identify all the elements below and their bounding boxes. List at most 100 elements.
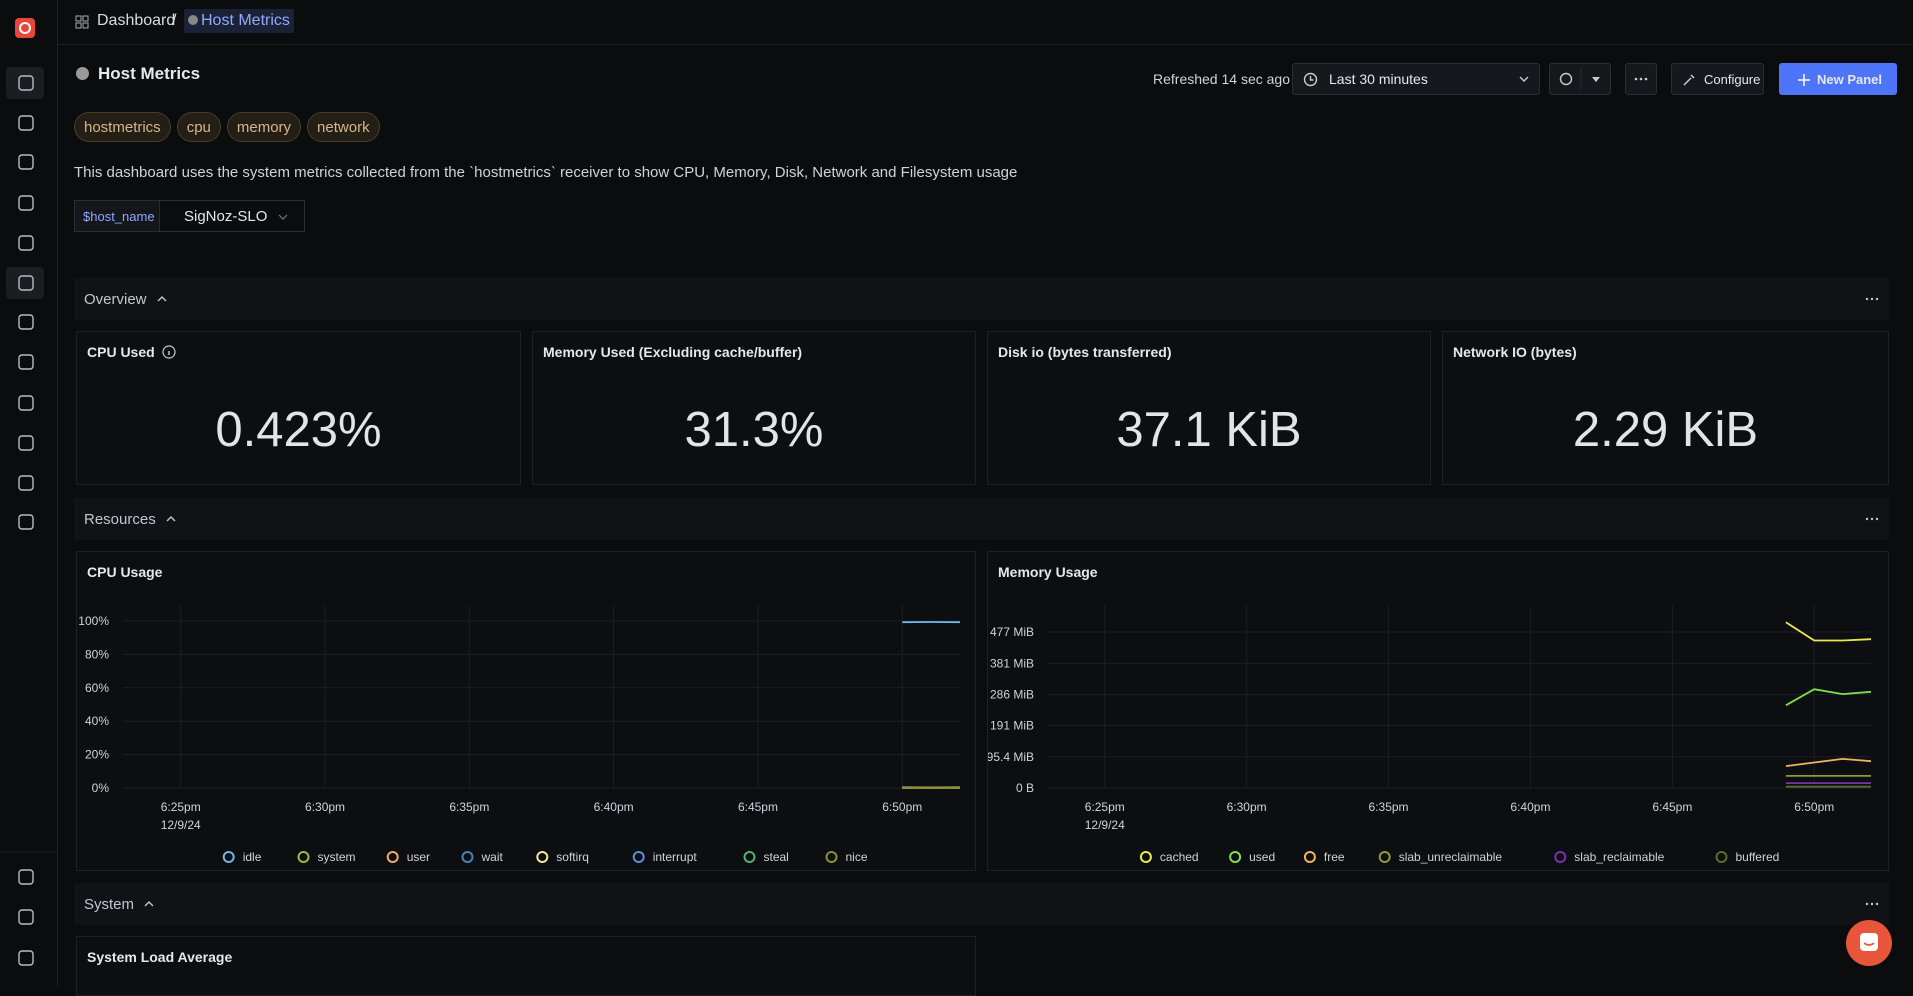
dot <box>1876 298 1878 300</box>
chat-launcher[interactable] <box>1846 920 1892 966</box>
nav-icon[interactable] <box>19 951 33 965</box>
series-line <box>1786 622 1871 640</box>
panel-title: System Load Average <box>87 949 232 965</box>
dots-icon <box>1633 77 1649 81</box>
section-menu[interactable] <box>1865 517 1879 521</box>
tag: network <box>307 112 380 142</box>
time-range-select[interactable]: Last 30 minutes <box>1292 63 1540 95</box>
tag: hostmetrics <box>74 112 171 142</box>
legend-label[interactable]: system <box>318 850 356 864</box>
nav-icon[interactable] <box>19 355 33 369</box>
new-panel-button[interactable]: New Panel <box>1779 63 1897 95</box>
x-tick-label: 6:40pm <box>1510 800 1550 814</box>
logo[interactable] <box>15 18 35 38</box>
legend-label[interactable]: buffered <box>1736 850 1780 864</box>
refresh-button[interactable] <box>1549 63 1611 95</box>
stat-value: 37.1 KiB <box>988 402 1430 458</box>
breadcrumb-current-text: Host Metrics <box>201 12 290 29</box>
breadcrumb-root[interactable]: Dashboard <box>97 12 175 30</box>
more-button[interactable] <box>1625 63 1657 95</box>
y-tick-label: 95.4 MiB <box>988 750 1034 764</box>
dashboard-emoji <box>188 15 198 25</box>
nav-icon[interactable] <box>19 236 33 250</box>
legend-label[interactable]: nice <box>846 850 868 864</box>
y-tick-label: 381 MiB <box>990 656 1034 670</box>
x-tick-date: 12/9/24 <box>161 818 201 832</box>
nav-icon[interactable] <box>19 870 33 884</box>
y-tick-label: 100% <box>78 614 109 628</box>
section-header[interactable]: System <box>74 883 1889 925</box>
nav-icon[interactable] <box>19 116 33 130</box>
y-tick-label: 40% <box>85 714 109 728</box>
legend-swatch <box>745 852 755 862</box>
nav-icon[interactable] <box>19 155 33 169</box>
plus-icon <box>1798 74 1810 86</box>
panel-title: Disk io (bytes transferred) <box>998 344 1172 360</box>
stat-panel: Memory Used (Excluding cache/buffer)31.3… <box>532 331 976 485</box>
panel-title: Network IO (bytes) <box>1453 344 1577 360</box>
nav-icon[interactable] <box>19 515 33 529</box>
dashboard-title: Host Metrics <box>98 64 200 84</box>
x-tick-label: 6:35pm <box>1369 800 1409 814</box>
legend-label[interactable]: wait <box>481 850 504 864</box>
nav-icon[interactable] <box>19 910 33 924</box>
legend-label[interactable]: slab_unreclaimable <box>1399 850 1503 864</box>
legend-label[interactable]: interrupt <box>653 850 698 864</box>
dot <box>1866 298 1868 300</box>
y-tick-label: 286 MiB <box>990 687 1034 701</box>
y-tick-label: 80% <box>85 647 109 661</box>
section-menu[interactable] <box>1865 902 1879 906</box>
chevron <box>1519 75 1529 83</box>
legend-label[interactable]: user <box>407 850 430 864</box>
nav-active-bg <box>6 267 44 299</box>
time-range-text: Last 30 minutes <box>1329 71 1428 87</box>
chat-icon <box>1846 920 1892 966</box>
legend-swatch <box>1717 852 1727 862</box>
top-bar: Dashboard / Host Metrics <box>58 0 1913 45</box>
nav-icon[interactable] <box>19 476 33 490</box>
legend-label[interactable]: used <box>1249 850 1275 864</box>
nav-active-bg <box>6 67 44 99</box>
y-tick-label: 477 MiB <box>990 625 1034 639</box>
legend-label[interactable]: free <box>1324 850 1345 864</box>
x-tick-label: 6:45pm <box>1652 800 1692 814</box>
nav-icon[interactable] <box>19 196 33 210</box>
variable-select[interactable]: $host_name SigNoz-SLO <box>74 200 305 232</box>
stat-value: 0.423% <box>77 402 520 458</box>
info-icon <box>161 344 177 360</box>
nav-icon[interactable] <box>19 315 33 329</box>
stat-value: 2.29 KiB <box>1443 402 1888 458</box>
title-emoji <box>76 67 89 80</box>
x-tick-label: 6:30pm <box>305 800 345 814</box>
section-header[interactable]: Resources <box>74 498 1889 540</box>
legend-label[interactable]: softirq <box>556 850 589 864</box>
legend-swatch <box>1305 852 1315 862</box>
series-line <box>1786 689 1871 705</box>
breadcrumb-current[interactable]: Host Metrics <box>184 9 294 33</box>
system-load-panel: System Load Average <box>76 936 976 996</box>
tag: memory <box>227 112 301 142</box>
nav-icon[interactable] <box>19 436 33 450</box>
collapse-icon <box>162 514 180 524</box>
section-title: Resources <box>84 511 156 528</box>
description: This dashboard uses the system metrics c… <box>74 164 1017 181</box>
section-menu[interactable] <box>1865 297 1879 301</box>
nav-icon[interactable] <box>19 396 33 410</box>
x-tick-label: 6:25pm <box>1085 800 1125 814</box>
legend-swatch <box>224 852 234 862</box>
configure-icon <box>1682 73 1696 87</box>
x-tick-label: 6:25pm <box>161 800 201 814</box>
dot <box>1871 518 1873 520</box>
chevron <box>278 213 288 221</box>
configure-button[interactable]: Configure <box>1671 63 1764 95</box>
collapse-icon <box>153 294 171 304</box>
legend-label[interactable]: steal <box>764 850 789 864</box>
legend-label[interactable]: slab_reclaimable <box>1574 850 1664 864</box>
legend-label[interactable]: idle <box>243 850 262 864</box>
legend-swatch <box>388 852 398 862</box>
section-header[interactable]: Overview <box>74 278 1889 320</box>
legend-label[interactable]: cached <box>1160 850 1199 864</box>
dot <box>1871 903 1873 905</box>
